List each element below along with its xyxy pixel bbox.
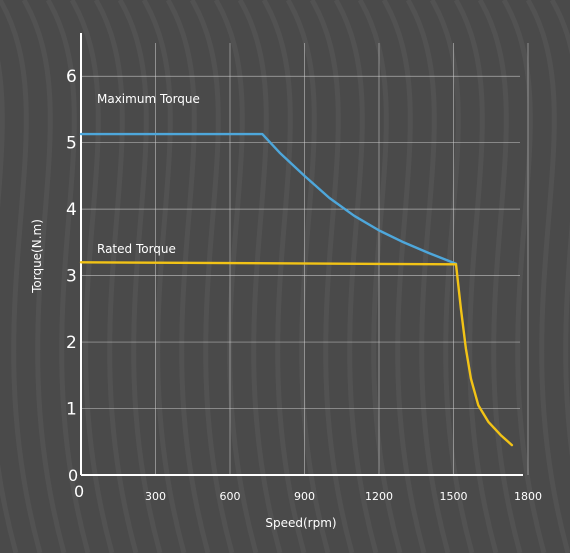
grid-lines — [81, 43, 529, 475]
background-stripe — [477, 0, 523, 553]
y-tick-label: 4 — [66, 200, 77, 220]
background-stripe — [285, 0, 331, 553]
y-tick-label: 2 — [66, 333, 77, 353]
x-origin-label: 0 — [74, 482, 84, 501]
background-stripe — [0, 59, 19, 553]
y-axis-title: Torque(N.m) — [30, 219, 44, 294]
background-stripe — [357, 0, 403, 553]
background-stripe — [453, 0, 499, 553]
background-stripe — [141, 0, 187, 553]
background-stripe — [501, 0, 547, 553]
background-stripe — [333, 0, 379, 553]
background-stripe — [21, 0, 67, 553]
background-stripe — [69, 0, 115, 553]
background-stripe — [165, 0, 211, 553]
y-origin-label: 0 — [68, 466, 78, 485]
background-stripe — [237, 0, 283, 553]
background-stripe — [189, 0, 235, 553]
background-stripe — [429, 0, 475, 553]
x-tick-label: 600 — [220, 490, 241, 503]
tick-labels: 1 2 3 4 5 6 300 600 900 1200 1500 1800 — [66, 67, 542, 503]
y-tick-label: 5 — [66, 134, 77, 154]
background-stripe — [93, 0, 139, 553]
x-tick-label: 1800 — [514, 490, 542, 503]
x-tick-label: 300 — [145, 490, 166, 503]
maximum-torque-line — [79, 132, 458, 265]
max-torque-label: Maximum Torque — [97, 92, 200, 106]
background-stripe — [213, 0, 259, 553]
y-tick-label: 1 — [66, 400, 77, 420]
x-tick-label: 1200 — [365, 490, 393, 503]
background-stripe — [261, 0, 307, 553]
y-tick-label: 3 — [66, 267, 77, 287]
axes — [80, 33, 523, 476]
background-stripe — [45, 0, 91, 553]
background-stripe — [525, 0, 570, 553]
background-stripe — [117, 0, 163, 553]
rated-torque-line — [79, 261, 514, 447]
background-stripe — [381, 0, 427, 553]
series-lines — [79, 132, 514, 447]
background-stripe — [0, 0, 43, 553]
x-tick-label: 1500 — [440, 490, 468, 503]
x-axis-title: Speed(rpm) — [265, 516, 336, 530]
background-stripe — [309, 0, 355, 553]
rated-torque-label: Rated Torque — [97, 242, 176, 256]
y-tick-label: 6 — [66, 67, 77, 87]
x-tick-label: 900 — [294, 490, 315, 503]
background-stripe — [405, 0, 451, 553]
